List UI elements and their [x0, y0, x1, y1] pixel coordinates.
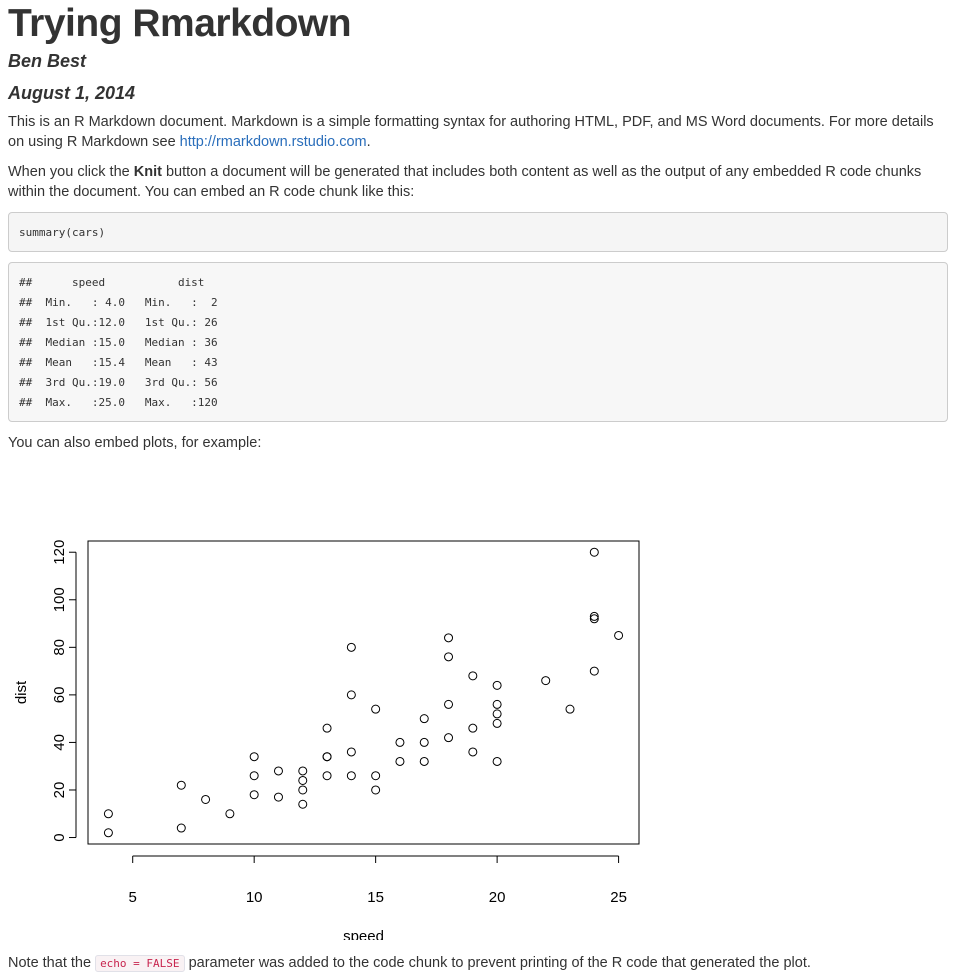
- data-point: [468, 723, 478, 733]
- data-point: [468, 671, 478, 681]
- rmarkdown-link[interactable]: http://rmarkdown.rstudio.com: [179, 134, 367, 150]
- data-point: [419, 737, 429, 747]
- intro-text: This is an R Markdown document. Markdown…: [8, 114, 934, 150]
- data-point: [589, 614, 599, 624]
- data-point: [273, 766, 283, 776]
- y-tick-label: 120: [51, 540, 68, 565]
- data-point: [322, 771, 332, 781]
- data-point: [371, 771, 381, 781]
- data-point: [298, 766, 308, 776]
- data-point: [346, 771, 356, 781]
- data-point: [273, 792, 283, 802]
- document-date: August 1, 2014: [8, 83, 136, 103]
- y-tick-label: 80: [51, 639, 68, 656]
- data-point: [565, 704, 575, 714]
- output-line: ## Mean :15.4 Mean : 43: [19, 356, 231, 369]
- data-point: [322, 752, 332, 762]
- data-point: [249, 790, 259, 800]
- x-tick-label: 20: [489, 889, 506, 906]
- data-point: [225, 809, 235, 819]
- data-point: [541, 676, 551, 686]
- data-point: [492, 680, 502, 690]
- knit-text-end: button a document will be generated that…: [8, 164, 922, 200]
- data-point: [492, 699, 502, 709]
- data-point: [176, 823, 186, 833]
- data-point: [444, 733, 454, 743]
- output-line: ## Max. :25.0 Max. :120: [19, 396, 231, 409]
- data-point: [492, 718, 502, 728]
- data-point: [419, 714, 429, 724]
- y-axis-label: dist: [13, 680, 30, 704]
- data-point: [468, 747, 478, 757]
- data-point: [298, 775, 308, 785]
- output-line: ## Min. : 4.0 Min. : 2: [19, 296, 231, 309]
- data-point: [322, 723, 332, 733]
- x-tick-label: 10: [246, 889, 263, 906]
- data-point: [614, 630, 624, 640]
- data-point: [589, 547, 599, 557]
- y-tick-label: 20: [51, 782, 68, 799]
- x-tick-label: 25: [610, 889, 627, 906]
- echo-note-end: parameter was added to the code chunk to…: [184, 955, 811, 971]
- echo-note-paragraph: Note that the echo = FALSE parameter was…: [8, 953, 948, 974]
- data-point: [346, 642, 356, 652]
- data-point: [371, 704, 381, 714]
- output-line: ## 3rd Qu.:19.0 3rd Qu.: 56: [19, 376, 231, 389]
- data-point: [371, 785, 381, 795]
- data-point: [298, 785, 308, 795]
- y-tick-label: 40: [51, 734, 68, 751]
- output-line: ## 1st Qu.:12.0 1st Qu.: 26: [19, 316, 231, 329]
- document-title: Trying Rmarkdown: [8, 2, 352, 45]
- x-tick-label: 5: [129, 889, 137, 906]
- document-author: Ben Best: [8, 51, 87, 71]
- data-point: [298, 799, 308, 809]
- data-point: [249, 771, 259, 781]
- output-line: ## Median :15.0 Median : 36: [19, 336, 231, 349]
- data-point: [346, 747, 356, 757]
- data-point: [419, 756, 429, 766]
- data-point: [444, 699, 454, 709]
- data-point: [395, 737, 405, 747]
- data-point: [249, 752, 259, 762]
- data-point: [444, 652, 454, 662]
- knit-bold: Knit: [133, 164, 162, 180]
- knit-paragraph: When you click the Knit button a documen…: [8, 162, 948, 202]
- output-line: ## speed dist: [19, 276, 251, 289]
- data-point: [346, 690, 356, 700]
- r-output-block: ## speed dist ## Min. : 4.0 Min. : 2 ## …: [8, 262, 948, 422]
- x-axis-label: speed: [343, 928, 384, 940]
- knit-text-start: When you click the: [8, 164, 134, 180]
- plots-paragraph: You can also embed plots, for example:: [8, 435, 262, 451]
- data-point: [589, 666, 599, 676]
- x-tick-label: 15: [367, 889, 384, 906]
- data-point: [589, 611, 599, 621]
- echo-note-start: Note that the: [8, 955, 96, 971]
- plot-frame: [87, 540, 640, 845]
- data-point: [103, 828, 113, 838]
- y-tick-label: 0: [51, 833, 68, 841]
- scatter-plot: 5 10 15 20 25 speed 0 20 40 60 80 100 120 dist: [13, 540, 640, 940]
- intro-paragraph: This is an R Markdown document. Markdown…: [8, 112, 948, 152]
- data-point: [201, 794, 211, 804]
- data-point: [444, 633, 454, 643]
- y-tick-label: 100: [51, 587, 68, 612]
- code-line: summary(cars): [19, 226, 106, 239]
- data-point: [176, 780, 186, 790]
- data-point: [492, 756, 502, 766]
- r-code-chunk: summary(cars): [8, 212, 948, 252]
- data-point: [492, 709, 502, 719]
- data-point: [395, 756, 405, 766]
- data-point: [103, 809, 113, 819]
- y-tick-label: 60: [51, 687, 68, 704]
- echo-inline-code: echo = FALSE: [95, 955, 185, 972]
- intro-end: .: [366, 134, 371, 150]
